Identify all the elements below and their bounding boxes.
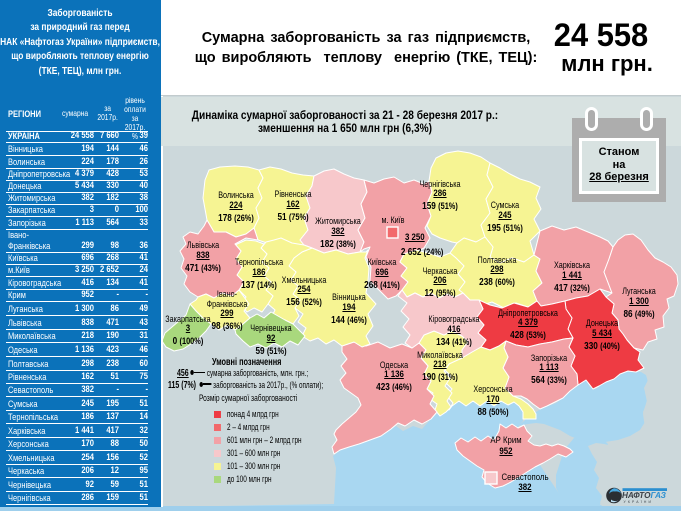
svg-text:НАФТОГАЗ: НАФТОГАЗ — [622, 491, 667, 500]
svg-text:УКРАЇНИ: УКРАЇНИ — [624, 500, 654, 504]
